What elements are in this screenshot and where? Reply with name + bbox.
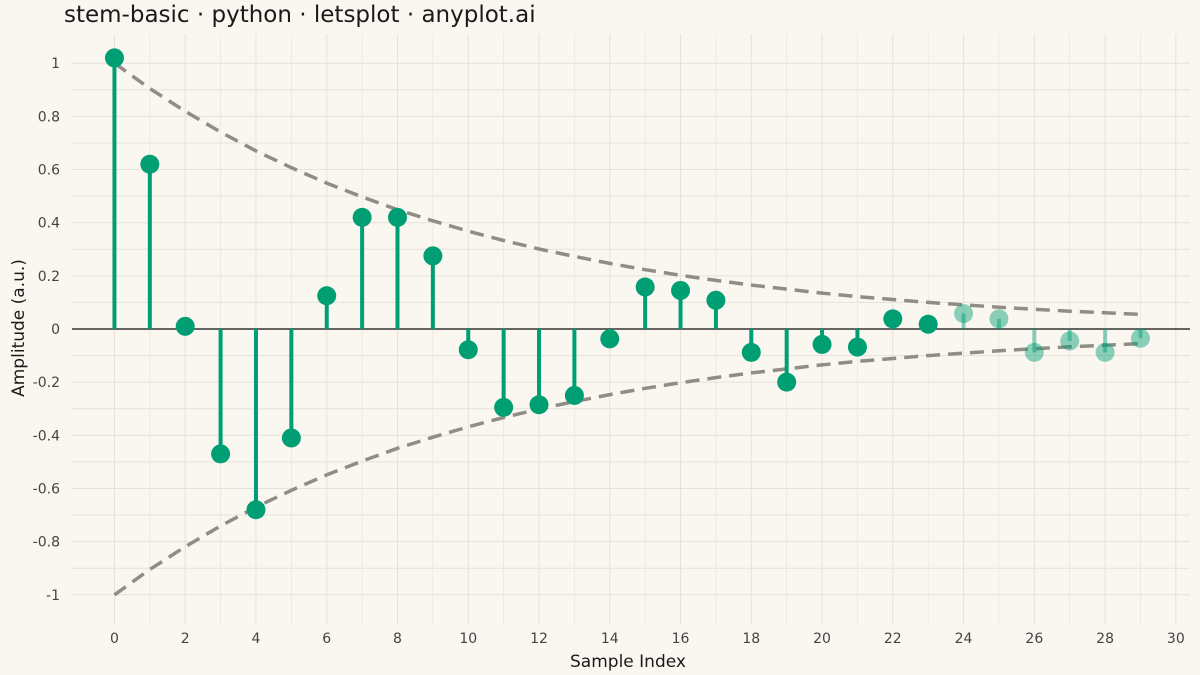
x-tick-label: 4 [252, 631, 261, 647]
x-tick-label: 20 [813, 631, 831, 647]
x-axis-title: Sample Index [570, 652, 686, 672]
x-tick-label: 0 [110, 631, 119, 647]
stem-marker-4 [246, 500, 266, 520]
x-tick-label: 28 [1096, 631, 1114, 647]
chart-title: stem-basic · python · letsplot · anyplot… [64, 2, 536, 28]
stem-marker-16 [671, 280, 691, 300]
stem-marker-26 [1024, 342, 1044, 362]
stem-marker-1 [140, 154, 160, 174]
x-tick-label: 26 [1025, 631, 1043, 647]
stem-marker-13 [564, 385, 584, 405]
stem-marker-22 [883, 309, 903, 329]
x-tick-label: 30 [1167, 631, 1185, 647]
x-axis-ticks: 0 2 4 6 8 10 12 14 16 18 20 22 24 26 28 30 [110, 631, 1185, 647]
x-tick-label: 10 [459, 631, 477, 647]
y-axis-title: Amplitude (a.u.) [9, 259, 29, 397]
stem-marker-21 [847, 337, 867, 357]
stem-marker-17 [706, 290, 726, 310]
stem-marker-24 [954, 304, 974, 324]
y-tick-label: 0.2 [38, 269, 60, 285]
stem-marker-3 [211, 444, 231, 464]
stem-marker-20 [812, 334, 832, 354]
x-tick-label: 12 [530, 631, 548, 647]
envelope-lower [113, 341, 1141, 597]
stem-marker-27 [1060, 331, 1080, 351]
stem-marker-11 [494, 397, 514, 417]
stem-marker-28 [1095, 342, 1115, 362]
stem-marker-25 [989, 309, 1009, 329]
y-tick-label: -0.2 [33, 375, 60, 391]
x-tick-label: 16 [672, 631, 690, 647]
stem-marker-6 [317, 286, 337, 306]
y-axis-ticks: -1 -0.8 -0.6 -0.4 -0.2 0 0.2 0.4 0.6 0.8 1 [33, 56, 60, 604]
stem-marker-29 [1130, 328, 1150, 348]
y-tick-label: -1 [46, 588, 60, 604]
y-tick-label: 0 [51, 322, 60, 338]
stem-marker-8 [387, 207, 407, 227]
stem-marker-0 [104, 48, 124, 68]
x-tick-label: 24 [955, 631, 973, 647]
stem-marker-2 [175, 316, 195, 336]
stems [112, 57, 1143, 510]
stem-marker-15 [635, 277, 655, 297]
stem-marker-19 [777, 372, 797, 392]
stem-marker-12 [529, 395, 549, 415]
y-tick-label: 0.4 [38, 216, 60, 232]
y-tick-label: 0.6 [38, 163, 60, 179]
x-tick-label: 22 [884, 631, 902, 647]
x-tick-label: 14 [601, 631, 619, 647]
x-tick-label: 8 [393, 631, 402, 647]
stem-marker-18 [741, 342, 761, 362]
y-tick-label: 1 [51, 56, 60, 72]
y-tick-label: -0.4 [33, 428, 60, 444]
y-tick-label: -0.6 [33, 481, 60, 497]
envelope-upper [113, 61, 1141, 317]
stem-marker-10 [458, 340, 478, 360]
y-tick-label: -0.8 [33, 535, 60, 551]
x-tick-label: 6 [322, 631, 331, 647]
x-tick-label: 2 [181, 631, 190, 647]
envelope-curves [113, 61, 1141, 597]
stem-marker-14 [600, 329, 620, 349]
stem-marker-23 [918, 314, 938, 334]
y-tick-label: 0.8 [38, 109, 60, 125]
stem-marker-7 [352, 207, 372, 227]
x-tick-label: 18 [742, 631, 760, 647]
markers [104, 48, 1150, 520]
stem-marker-9 [423, 246, 443, 266]
stem-marker-5 [281, 428, 301, 448]
